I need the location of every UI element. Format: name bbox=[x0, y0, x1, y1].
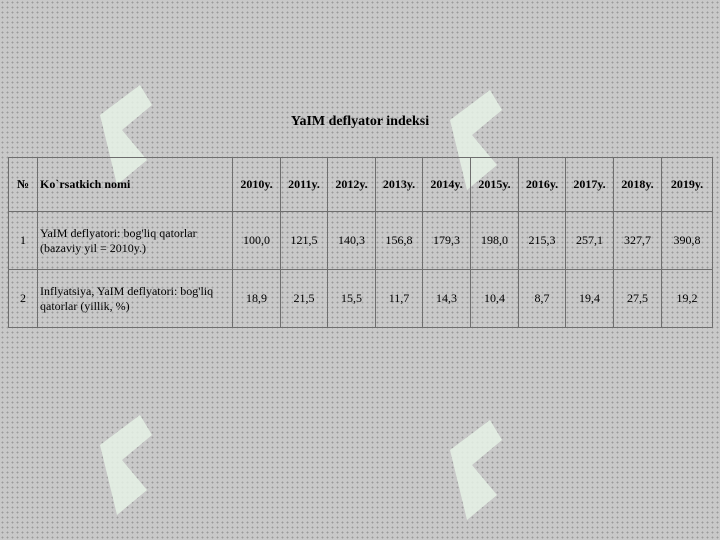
table-cell: 18,9 bbox=[232, 269, 281, 328]
table-cell: Inflyatsiya, YaIM deflyatori: bog'liq qa… bbox=[37, 269, 233, 328]
table-cell: 19,4 bbox=[565, 269, 614, 328]
table-cell: 19,2 bbox=[661, 269, 713, 328]
table-cell: 121,5 bbox=[280, 211, 328, 270]
column-header: 2017y. bbox=[565, 157, 614, 212]
table-cell: 327,7 bbox=[613, 211, 662, 270]
column-header: 2014y. bbox=[422, 157, 471, 212]
column-header: Ko`rsatkich nomi bbox=[37, 157, 233, 212]
table-row: 2 Inflyatsiya, YaIM deflyatori: bog'liq q… bbox=[8, 269, 713, 328]
table-cell: 156,8 bbox=[375, 211, 423, 270]
data-table: № Ko`rsatkich nomi 2010y. 2011y. 2012y. 2013y… bbox=[8, 157, 713, 328]
column-header: 2012y. bbox=[327, 157, 376, 212]
table-cell: 15,5 bbox=[327, 269, 376, 328]
table-cell: 257,1 bbox=[565, 211, 614, 270]
table-cell: 14,3 bbox=[422, 269, 471, 328]
table-cell: 27,5 bbox=[613, 269, 662, 328]
column-header: 2010y. bbox=[232, 157, 281, 212]
table-cell: 179,3 bbox=[422, 211, 471, 270]
table-row: 1 YaIM deflyatori: bog'liq qatorlar (baza… bbox=[8, 211, 713, 270]
table-cell: 140,3 bbox=[327, 211, 376, 270]
column-header: 2016y. bbox=[518, 157, 566, 212]
column-header: 2015y. bbox=[470, 157, 519, 212]
header-row: № Ko`rsatkich nomi 2010y. 2011y. 2012y. 2013y… bbox=[8, 157, 713, 212]
table-cell: 21,5 bbox=[280, 269, 328, 328]
table-cell: YaIM deflyatori: bog'liq qatorlar (bazav… bbox=[37, 211, 233, 270]
table-cell: 8,7 bbox=[518, 269, 566, 328]
table-cell: 390,8 bbox=[661, 211, 713, 270]
table-cell: 100,0 bbox=[232, 211, 281, 270]
table-cell: 215,3 bbox=[518, 211, 566, 270]
table-cell: 11,7 bbox=[375, 269, 423, 328]
table-cell: 198,0 bbox=[470, 211, 519, 270]
column-header: 2013y. bbox=[375, 157, 423, 212]
table-cell: 10,4 bbox=[470, 269, 519, 328]
column-header: 2018y. bbox=[613, 157, 662, 212]
table-cell: 2 bbox=[8, 269, 38, 328]
column-header: 2011y. bbox=[280, 157, 328, 212]
column-header: № bbox=[8, 157, 38, 212]
title: YaIM deflyator indeksi bbox=[290, 114, 430, 129]
column-header: 2019y. bbox=[661, 157, 713, 212]
table-cell: 1 bbox=[8, 211, 38, 270]
